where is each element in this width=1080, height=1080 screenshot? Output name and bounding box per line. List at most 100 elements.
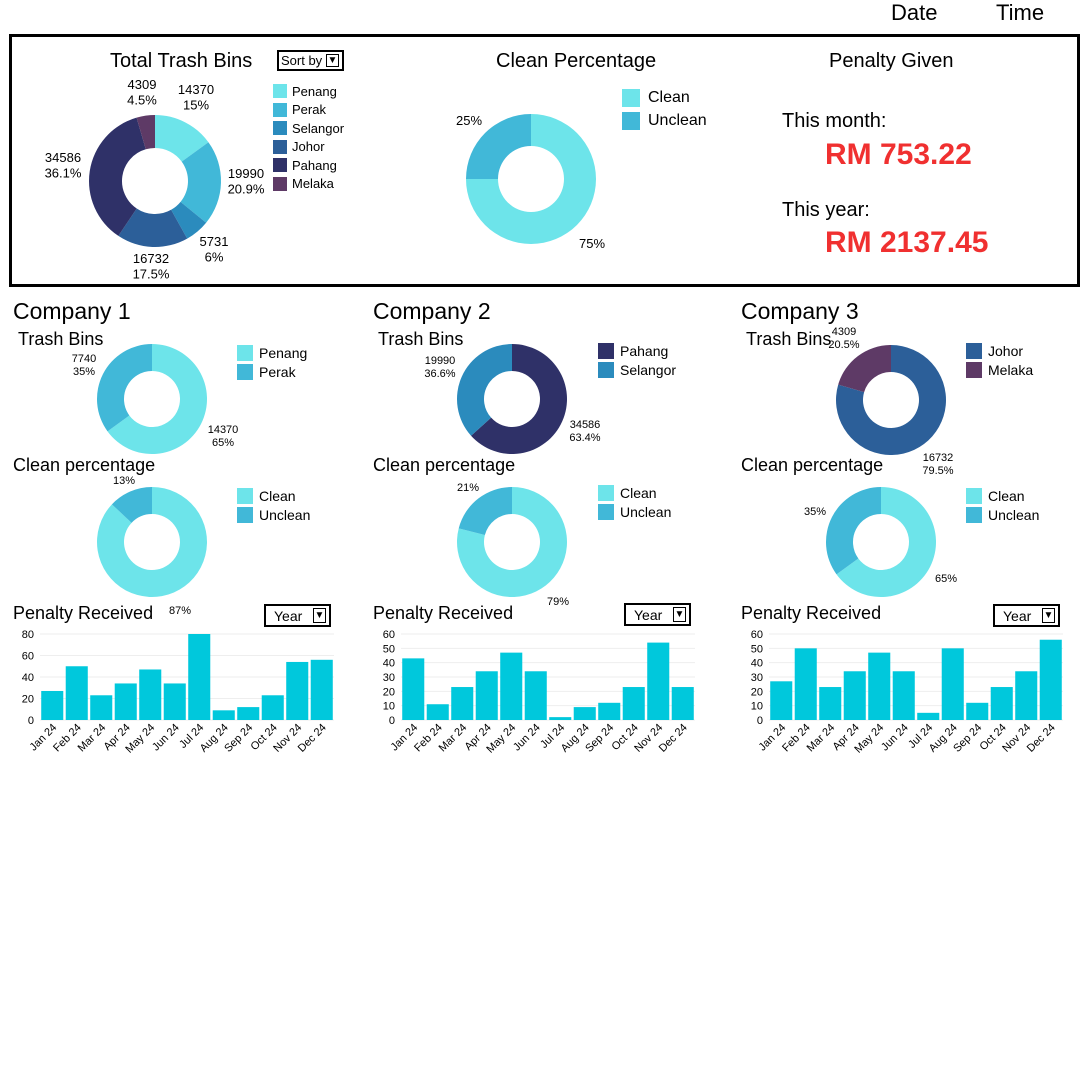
company-3-penalty-bar-nov-24 bbox=[1015, 671, 1038, 720]
company-1-clean-label-unclean: 13% bbox=[113, 475, 135, 487]
company-3-penalty-y-tick: 60 bbox=[751, 629, 763, 641]
time-label: Time bbox=[996, 0, 1045, 25]
company-3-bins-label-melaka: 4309 20.5% bbox=[828, 326, 859, 351]
company-1-trash-bins-label: Trash Bins bbox=[18, 329, 104, 349]
company-3-clean-legend-swatch bbox=[966, 487, 982, 504]
company-3-penalty-bar-jul-24 bbox=[917, 712, 940, 720]
total-bins-legend-swatch bbox=[273, 158, 287, 173]
company-1-trash-bins-donut-chart: 14370 65% 7740 35% bbox=[72, 344, 238, 454]
company-3-bins-legend-item-melaka: Melaka bbox=[966, 361, 1033, 381]
total-bins-legend-label: Johor bbox=[292, 139, 325, 155]
total-bins-legend-label: Melaka bbox=[292, 176, 334, 192]
company-2-bins-legend-label: Pahang bbox=[620, 342, 669, 359]
company-1-penalty-bar-jun-24 bbox=[163, 683, 186, 720]
company-2-clean-legend-swatch bbox=[598, 504, 614, 521]
company-1-penalty-bar-sep-24 bbox=[237, 707, 260, 720]
company-2-bins-legend-item-selangor: Selangor bbox=[598, 361, 676, 381]
company-2-clean-legend: Clean Unclean bbox=[598, 483, 671, 522]
chevron-down-icon: ▼ bbox=[313, 608, 326, 623]
summary-panel bbox=[9, 34, 1080, 287]
company-1-penalty-y-tick: 60 bbox=[22, 651, 34, 663]
company-2-clean-slice-clean bbox=[457, 487, 567, 597]
company-2-penalty-x-tick: Mar 24 bbox=[437, 722, 470, 755]
company-3-penalty-y-tick: 30 bbox=[751, 672, 763, 684]
company-2-bins-legend-item-pahang: Pahang bbox=[598, 341, 676, 361]
company-3-penalty-bar-feb-24 bbox=[794, 648, 817, 720]
total-bins-legend: Penang Perak Selangor Johor Pahang Melaka bbox=[273, 82, 344, 193]
company-2-clean-donut-chart: 79% 21% bbox=[457, 482, 569, 608]
total-bins-legend-swatch bbox=[273, 121, 287, 136]
company-1-year-dropdown[interactable]: Year ▼ bbox=[264, 604, 331, 627]
company-3-penalty-x-tick: Mar 24 bbox=[805, 722, 838, 755]
company-3-clean-label: Clean percentage bbox=[741, 455, 884, 475]
company-3-penalty-y-tick: 40 bbox=[751, 658, 763, 670]
company-2-penalty-bar-feb-24 bbox=[426, 704, 449, 720]
total-bins-legend-label: Penang bbox=[292, 83, 337, 99]
company-3-year-dropdown[interactable]: Year ▼ bbox=[993, 604, 1060, 627]
sort-by-dropdown[interactable]: Sort by ▼ bbox=[277, 50, 344, 71]
company-3-penalty-bar-aug-24 bbox=[941, 648, 964, 720]
company-2-clean-legend-label: Unclean bbox=[620, 504, 672, 521]
total-bins-donut-chart: 14370 15% 19990 20.9% 5731 6% 16732 17.5% 34586 3… bbox=[45, 77, 265, 282]
clean-total-legend-item-clean: Clean bbox=[622, 86, 707, 109]
company-1-year-label: Year bbox=[274, 607, 303, 624]
company-1-penalty-bar-aug-24 bbox=[212, 710, 235, 720]
chevron-down-icon: ▼ bbox=[1042, 608, 1055, 623]
company-1-penalty-y-tick: 40 bbox=[22, 672, 34, 684]
company-3-clean-legend: Clean Unclean bbox=[966, 486, 1039, 525]
company-1-clean-legend-item-unclean: Unclean bbox=[237, 506, 310, 526]
company-1-bins-legend-swatch bbox=[237, 344, 253, 361]
company-3-bins-legend-label: Johor bbox=[988, 342, 1024, 359]
company-3-clean-legend-item-unclean: Unclean bbox=[966, 506, 1039, 526]
company-1-penalty-bar-nov-24 bbox=[286, 661, 309, 720]
company-2-penalty-y-tick: 50 bbox=[383, 643, 395, 655]
clean-total-legend-label: Unclean bbox=[648, 111, 707, 129]
penalty-given-title: Penalty Given bbox=[829, 50, 954, 72]
company-3-penalty-bar-mar-24 bbox=[819, 687, 842, 720]
total-bins-label-johor: 16732 17.5% bbox=[133, 251, 170, 282]
total-bins-legend-label: Selangor bbox=[292, 120, 345, 136]
company-2-penalty-y-tick: 30 bbox=[383, 672, 395, 684]
clean-percentage-donut-chart: 75% 25% bbox=[456, 113, 605, 251]
company-2-clean-label-clean: 79% bbox=[547, 596, 569, 608]
clean-total-slice-clean bbox=[466, 114, 596, 244]
company-3-clean-slice-unclean bbox=[826, 487, 881, 575]
company-1-penalty-bar-dec-24 bbox=[310, 659, 333, 720]
company-3-clean-legend-label: Clean bbox=[988, 487, 1025, 504]
company-2-year-dropdown[interactable]: Year ▼ bbox=[624, 603, 691, 626]
company-1-penalty-label: Penalty Received bbox=[13, 603, 154, 623]
company-2-trash-bins-label: Trash Bins bbox=[378, 329, 464, 349]
company-3-penalty-bar-apr-24 bbox=[843, 671, 866, 720]
company-3-penalty-y-tick: 10 bbox=[751, 701, 763, 713]
clean-total-legend-swatch bbox=[622, 111, 640, 130]
total-bins-label-melaka: 4309 4.5% bbox=[127, 77, 157, 108]
company-2-clean-legend-swatch bbox=[598, 484, 614, 501]
company-2-clean-legend-item-clean: Clean bbox=[598, 483, 671, 503]
company-3-clean-legend-label: Unclean bbox=[988, 507, 1040, 524]
total-bins-legend-item-penang: Penang bbox=[273, 82, 344, 101]
company-3-penalty-bar-oct-24 bbox=[990, 687, 1013, 720]
company-2-penalty-bar-jan-24 bbox=[402, 658, 425, 720]
company-2-penalty-y-tick: 20 bbox=[383, 686, 395, 698]
company-1-bins-legend-label: Penang bbox=[259, 344, 308, 361]
company-1-penalty-x-tick: Mar 24 bbox=[76, 722, 109, 755]
company-1-penalty-x-tick: Jun 24 bbox=[150, 722, 182, 754]
company-2-title: Company 2 bbox=[373, 298, 491, 324]
total-bins-legend-swatch bbox=[273, 139, 287, 154]
date-label: Date bbox=[891, 0, 938, 25]
company-1-clean-legend-swatch bbox=[237, 487, 253, 504]
penalty-month-value: RM 753.22 bbox=[825, 138, 972, 171]
company-3-penalty-label: Penalty Received bbox=[741, 603, 882, 623]
company-3-trash-bins-label: Trash Bins bbox=[746, 329, 832, 349]
company-3-penalty-bar-jun-24 bbox=[892, 671, 915, 720]
company-2-penalty-x-tick: Jun 24 bbox=[511, 722, 543, 754]
company-3-clean-legend-swatch bbox=[966, 507, 982, 524]
clean-total-legend-swatch bbox=[622, 88, 640, 107]
company-1-clean-slice-clean bbox=[96, 487, 207, 597]
company-1-penalty-bar-jan-24 bbox=[41, 690, 64, 720]
company-1-title: Company 1 bbox=[13, 298, 131, 324]
company-2-penalty-bar-jun-24 bbox=[524, 671, 547, 720]
total-trash-bins-title: Total Trash Bins bbox=[110, 50, 253, 72]
